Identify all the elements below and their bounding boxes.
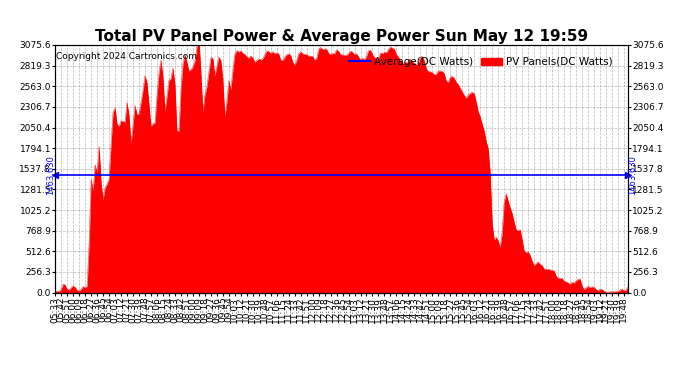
Legend: Average(DC Watts), PV Panels(DC Watts): Average(DC Watts), PV Panels(DC Watts)	[344, 53, 617, 71]
Text: Copyright 2024 Cartronics.com: Copyright 2024 Cartronics.com	[56, 53, 197, 62]
Text: 1463.630: 1463.630	[629, 155, 638, 195]
Text: 1463.630: 1463.630	[46, 155, 55, 195]
Title: Total PV Panel Power & Average Power Sun May 12 19:59: Total PV Panel Power & Average Power Sun…	[95, 29, 588, 44]
